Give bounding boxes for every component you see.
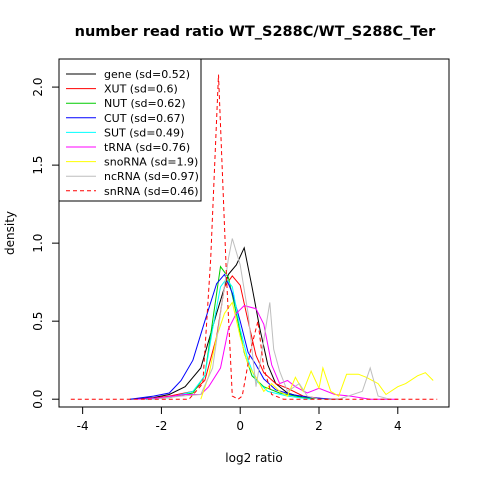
series-line-2 bbox=[145, 265, 327, 400]
x-tick-label: -2 bbox=[155, 419, 167, 433]
legend-label: gene (sd=0.52) bbox=[104, 68, 190, 81]
legend-label: ncRNA (sd=0.97) bbox=[104, 170, 199, 183]
series-line-0 bbox=[129, 246, 343, 400]
y-tick-label: 0.5 bbox=[31, 312, 45, 331]
series-line-7 bbox=[153, 238, 391, 400]
x-tick-label: 4 bbox=[394, 419, 402, 433]
legend-label: CUT (sd=0.67) bbox=[104, 112, 185, 125]
legend-label: XUT (sd=0.6) bbox=[104, 83, 178, 96]
chart-title: number read ratio WT_S288C/WT_S288C_Ter bbox=[75, 24, 437, 40]
y-tick-label: 1.0 bbox=[31, 234, 45, 253]
y-tick-label: 2.0 bbox=[31, 78, 45, 97]
legend: gene (sd=0.52) XUT (sd=0.6)NUT (sd=0.62) C… bbox=[58, 58, 202, 202]
series-line-6 bbox=[200, 301, 434, 400]
series-line-1 bbox=[145, 275, 343, 400]
series-layer bbox=[70, 74, 438, 400]
legend-label: snRNA (sd=0.46) bbox=[104, 185, 199, 198]
y-axis: 0.0 0.5 1.0 1.5 2.0 bbox=[31, 78, 60, 409]
legend-label: SUT (sd=0.49) bbox=[104, 126, 184, 139]
x-axis-label: log2 ratio bbox=[225, 451, 282, 465]
x-tick-label: -4 bbox=[77, 419, 89, 433]
x-tick-label: 2 bbox=[315, 419, 323, 433]
x-axis: -4 -2 0 2 4 bbox=[77, 406, 402, 433]
x-tick-label: 0 bbox=[236, 419, 244, 433]
series-line-3 bbox=[129, 273, 335, 400]
y-tick-label: 1.5 bbox=[31, 156, 45, 175]
y-axis-label: density bbox=[3, 211, 17, 255]
series-line-8 bbox=[70, 74, 438, 400]
y-tick-label: 0.0 bbox=[31, 390, 45, 409]
legend-box bbox=[58, 58, 202, 202]
legend-label: tRNA (sd=0.76) bbox=[104, 141, 190, 154]
legend-label: snoRNA (sd=1.9) bbox=[104, 156, 198, 169]
legend-label: NUT (sd=0.62) bbox=[104, 97, 186, 110]
